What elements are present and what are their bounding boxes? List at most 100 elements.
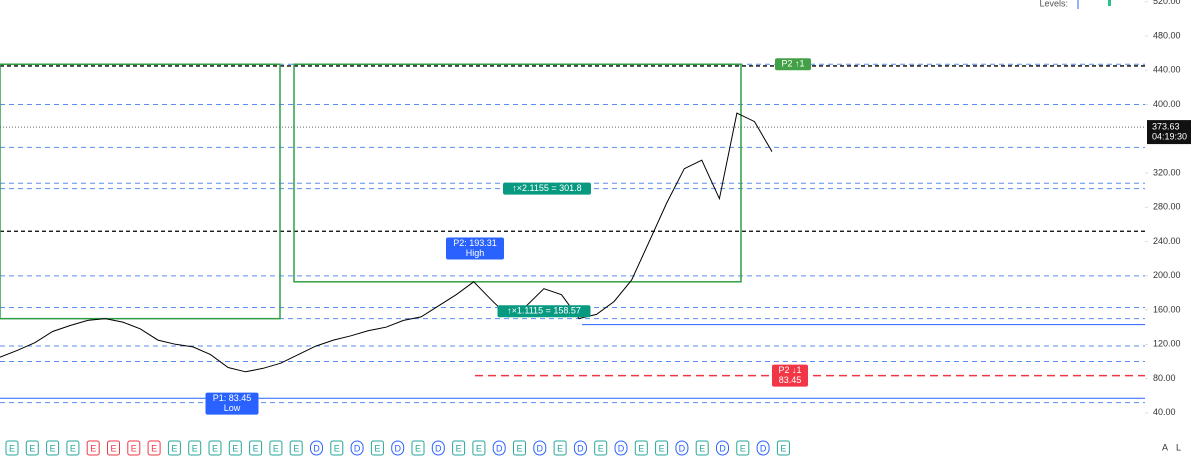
annotation-sub: High	[466, 248, 485, 258]
event-icon	[370, 440, 384, 456]
event-label: E	[516, 443, 522, 453]
annotation-title: ↑×2.1155 = 301.8	[512, 183, 581, 193]
y-tick-label: 40.00	[1153, 407, 1176, 417]
event-label: D	[679, 443, 686, 453]
event-icon	[228, 440, 242, 456]
event-icon	[614, 440, 628, 456]
event-icon	[188, 440, 202, 456]
event-label: E	[9, 443, 15, 453]
annotation-sub: 83.45	[779, 375, 802, 385]
event-label: E	[456, 443, 462, 453]
annotation-title: ↑×1.1115 = 158.57	[507, 306, 581, 316]
event-label: D	[313, 443, 320, 453]
event-label: E	[90, 443, 96, 453]
event-label: E	[557, 443, 563, 453]
event-label: E	[476, 443, 482, 453]
event-label: E	[171, 443, 177, 453]
event-icon	[66, 440, 80, 456]
annotation-box	[775, 58, 811, 71]
annotation-box	[205, 392, 259, 415]
event-label: E	[638, 443, 644, 453]
event-icon	[147, 440, 161, 456]
event-label: E	[699, 443, 705, 453]
event-icon	[289, 440, 303, 456]
event-label: D	[496, 443, 503, 453]
annotation-title: P2 ↑1	[781, 59, 804, 69]
event-label: E	[253, 443, 259, 453]
annotation-box	[772, 364, 808, 387]
event-icon	[695, 440, 709, 456]
y-tick-label: 320.00	[1153, 167, 1181, 177]
event-icon	[249, 440, 263, 456]
event-label: E	[780, 443, 786, 453]
annotation-title: P1: 83.45	[213, 393, 252, 403]
event-icon	[25, 440, 39, 456]
event-icon	[756, 440, 770, 456]
event-label: E	[273, 443, 279, 453]
range-box	[0, 63, 281, 320]
event-icon	[533, 440, 547, 456]
corner-button[interactable]: L	[1176, 442, 1181, 452]
event-label: E	[70, 443, 76, 453]
event-icon	[573, 440, 587, 456]
annotation-title: P2 ↓1	[778, 365, 801, 375]
y-tick-label: 240.00	[1153, 236, 1181, 246]
event-label: D	[760, 443, 767, 453]
event-label: E	[374, 443, 380, 453]
event-label: E	[598, 443, 604, 453]
price-line	[0, 112, 773, 373]
event-icon	[513, 440, 526, 456]
event-label: D	[354, 443, 361, 453]
event-icon	[411, 440, 425, 456]
event-label: D	[394, 443, 401, 453]
event-icon	[269, 440, 283, 456]
y-tick-label: 200.00	[1153, 270, 1181, 280]
event-label: E	[50, 443, 56, 453]
event-icon	[776, 440, 790, 456]
annotation-box	[503, 182, 591, 195]
y-tick-label: 160.00	[1153, 304, 1181, 314]
event-icon	[350, 440, 364, 456]
event-label: E	[131, 443, 137, 453]
event-label: E	[334, 443, 340, 453]
y-tick-label: 520.00	[1153, 0, 1181, 6]
event-icon	[675, 440, 689, 456]
event-label: E	[192, 443, 198, 453]
event-icon	[391, 440, 405, 456]
annotation-title: P2: 193.31	[453, 238, 497, 248]
event-label: E	[740, 443, 746, 453]
event-icon	[86, 440, 100, 456]
event-label: E	[151, 443, 157, 453]
event-icon	[655, 440, 669, 456]
range-box	[293, 63, 742, 283]
annotation-box	[446, 237, 504, 260]
event-icon	[492, 440, 506, 456]
y-tick-label: 280.00	[1153, 202, 1181, 212]
event-icon	[634, 440, 648, 456]
event-label: E	[415, 443, 421, 453]
event-icon	[46, 440, 60, 456]
legend-label: Levels:	[1039, 0, 1068, 8]
price-tag-countdown: 04:19:30	[1152, 131, 1187, 141]
event-icon	[472, 440, 486, 456]
annotation-box	[497, 305, 591, 318]
event-icon	[452, 440, 466, 456]
y-tick-label: 480.00	[1153, 30, 1181, 40]
corner-button[interactable]: A	[1162, 442, 1168, 452]
legend-mark	[1108, 0, 1111, 6]
event-label: D	[618, 443, 625, 453]
event-icon	[167, 440, 181, 456]
event-icon	[716, 440, 729, 456]
event-icon	[594, 440, 608, 456]
event-label: E	[659, 443, 665, 453]
event-label: E	[110, 443, 116, 453]
event-icon	[736, 440, 750, 456]
event-icon	[127, 440, 141, 456]
event-label: D	[537, 443, 544, 453]
event-icon	[431, 440, 445, 456]
event-icon	[553, 440, 567, 456]
event-icon	[5, 440, 19, 456]
event-label: E	[232, 443, 238, 453]
price-tag-value: 373.63	[1152, 121, 1180, 131]
